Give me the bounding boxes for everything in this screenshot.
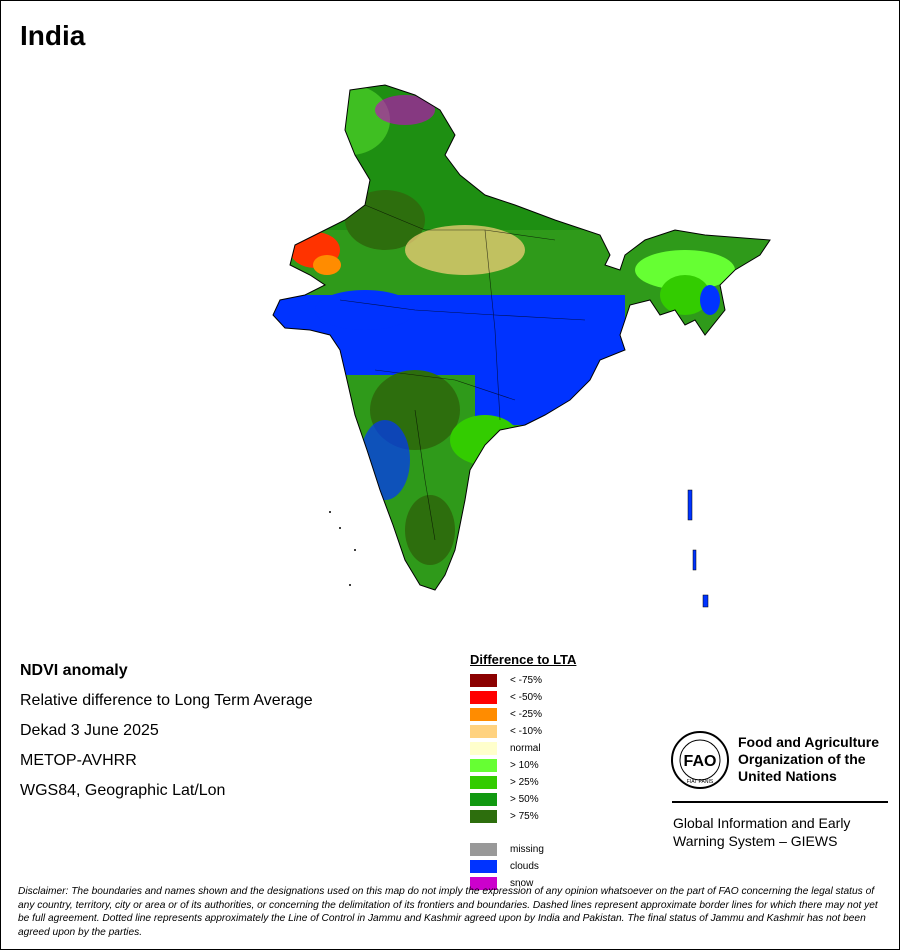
legend-row: < -75% — [470, 673, 650, 690]
legend-label: > 75% — [510, 811, 539, 822]
legend-label: < -50% — [510, 692, 542, 703]
legend-row: < -10% — [470, 724, 650, 741]
legend-row: < -25% — [470, 707, 650, 724]
fao-logo-motto: FIAT PANIS — [687, 779, 714, 785]
legend-swatch — [470, 759, 497, 772]
legend-row: snow — [470, 876, 650, 893]
legend-swatch — [470, 776, 497, 789]
legend-swatch — [470, 742, 497, 755]
legend-row: > 50% — [470, 792, 650, 809]
legend-title: Difference to LTA — [470, 652, 577, 667]
legend-swatch — [470, 860, 497, 873]
disclaimer: Disclaimer: The boundaries and names sho… — [18, 886, 878, 938]
legend-label: clouds — [510, 861, 539, 872]
legend-label: missing — [510, 844, 544, 855]
legend-row: missing — [470, 842, 650, 859]
legend-row: > 25% — [470, 775, 650, 792]
legend-row: > 10% — [470, 758, 650, 775]
sensor-label: METOP-AVHRR — [20, 752, 137, 769]
period-label: Dekad 3 June 2025 — [20, 722, 159, 739]
legend: Difference to LTA < -75% < -50% < -25% < -1… — [470, 652, 650, 893]
fao-divider — [672, 801, 888, 803]
legend-swatch — [470, 843, 497, 856]
fao-logo-text: FAO — [684, 753, 717, 770]
legend-swatch — [470, 877, 497, 890]
giews-name: Global Information and Early Warning Sys… — [673, 815, 851, 849]
legend-label: snow — [510, 878, 534, 889]
legend-swatch — [470, 810, 497, 823]
map-title: India — [20, 20, 86, 51]
legend-row: clouds — [470, 859, 650, 876]
legend-items: < -75% < -50% < -25% < -10% normal > 10% > 25%… — [470, 673, 650, 826]
legend-label: normal — [510, 743, 541, 754]
legend-row: > 75% — [470, 809, 650, 826]
map-info: NDVI anomaly Relative difference to Long… — [20, 656, 313, 806]
legend-swatch — [470, 725, 497, 738]
legend-label: > 50% — [510, 794, 539, 805]
fao-logo: FAO FIAT PANIS — [671, 731, 729, 789]
legend-label: < -10% — [510, 726, 542, 737]
legend-row: normal — [470, 741, 650, 758]
fao-name: Food and Agriculture Organization of the… — [738, 734, 880, 784]
legend-row: < -50% — [470, 690, 650, 707]
legend-swatch — [470, 793, 497, 806]
india-ndvi-map — [272, 84, 771, 608]
projection-label: WGS84, Geographic Lat/Lon — [20, 782, 226, 799]
legend-label: < -75% — [510, 675, 542, 686]
legend-label: < -25% — [510, 709, 542, 720]
legend-swatch — [470, 674, 497, 687]
legend-label: > 25% — [510, 777, 539, 788]
legend-label: > 10% — [510, 760, 539, 771]
legend-extra-items: missing clouds snow — [470, 842, 650, 893]
indicator-subtitle: Relative difference to Long Term Average — [20, 692, 313, 709]
legend-swatch — [470, 708, 497, 721]
indicator-heading: NDVI anomaly — [20, 662, 128, 679]
legend-swatch — [470, 691, 497, 704]
